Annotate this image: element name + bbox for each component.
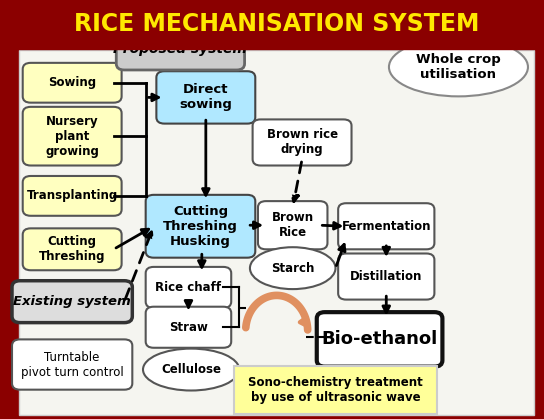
Text: Brown rice
drying: Brown rice drying bbox=[267, 129, 338, 156]
FancyBboxPatch shape bbox=[338, 203, 435, 249]
FancyBboxPatch shape bbox=[23, 176, 122, 216]
Text: Rice chaff: Rice chaff bbox=[156, 281, 221, 294]
FancyBboxPatch shape bbox=[146, 267, 231, 308]
FancyBboxPatch shape bbox=[317, 312, 442, 367]
Text: Straw: Straw bbox=[169, 321, 208, 334]
Text: Existing system: Existing system bbox=[13, 295, 131, 308]
FancyBboxPatch shape bbox=[146, 195, 255, 258]
FancyBboxPatch shape bbox=[252, 119, 351, 166]
FancyBboxPatch shape bbox=[338, 253, 435, 300]
FancyBboxPatch shape bbox=[23, 228, 122, 270]
FancyBboxPatch shape bbox=[258, 201, 327, 249]
FancyBboxPatch shape bbox=[12, 281, 132, 323]
FancyBboxPatch shape bbox=[156, 71, 255, 124]
Text: Transplanting: Transplanting bbox=[27, 189, 118, 202]
Text: Nursery
plant
growing: Nursery plant growing bbox=[45, 115, 99, 158]
Text: Direct
sowing: Direct sowing bbox=[180, 83, 232, 111]
Text: Starch: Starch bbox=[271, 261, 314, 275]
Text: Cutting
Threshing
Husking: Cutting Threshing Husking bbox=[163, 205, 238, 248]
Text: Whole crop
utilisation: Whole crop utilisation bbox=[416, 53, 501, 81]
Text: Bio-ethanol: Bio-ethanol bbox=[322, 331, 438, 348]
Ellipse shape bbox=[250, 247, 336, 289]
Text: Distillation: Distillation bbox=[350, 270, 423, 283]
Text: Fermentation: Fermentation bbox=[342, 220, 431, 233]
FancyBboxPatch shape bbox=[23, 63, 122, 103]
FancyBboxPatch shape bbox=[23, 107, 122, 166]
Text: Proposed system: Proposed system bbox=[114, 42, 248, 56]
Ellipse shape bbox=[143, 349, 239, 391]
Text: RICE MECHANISATION SYSTEM: RICE MECHANISATION SYSTEM bbox=[74, 12, 479, 36]
FancyBboxPatch shape bbox=[19, 50, 534, 415]
Text: Sono-chemistry treatment
by use of ultrasonic wave: Sono-chemistry treatment by use of ultra… bbox=[248, 376, 423, 404]
Text: Sowing: Sowing bbox=[48, 76, 96, 89]
FancyBboxPatch shape bbox=[12, 339, 132, 390]
FancyBboxPatch shape bbox=[234, 366, 437, 414]
Text: Brown
Rice: Brown Rice bbox=[271, 211, 314, 239]
Text: Cellulose: Cellulose bbox=[161, 363, 221, 376]
Text: Turntable
pivot turn control: Turntable pivot turn control bbox=[21, 351, 123, 378]
FancyBboxPatch shape bbox=[146, 307, 231, 348]
FancyBboxPatch shape bbox=[116, 28, 245, 70]
Text: Cutting
Threshing: Cutting Threshing bbox=[39, 235, 106, 263]
FancyBboxPatch shape bbox=[9, 0, 544, 49]
Ellipse shape bbox=[389, 38, 528, 96]
